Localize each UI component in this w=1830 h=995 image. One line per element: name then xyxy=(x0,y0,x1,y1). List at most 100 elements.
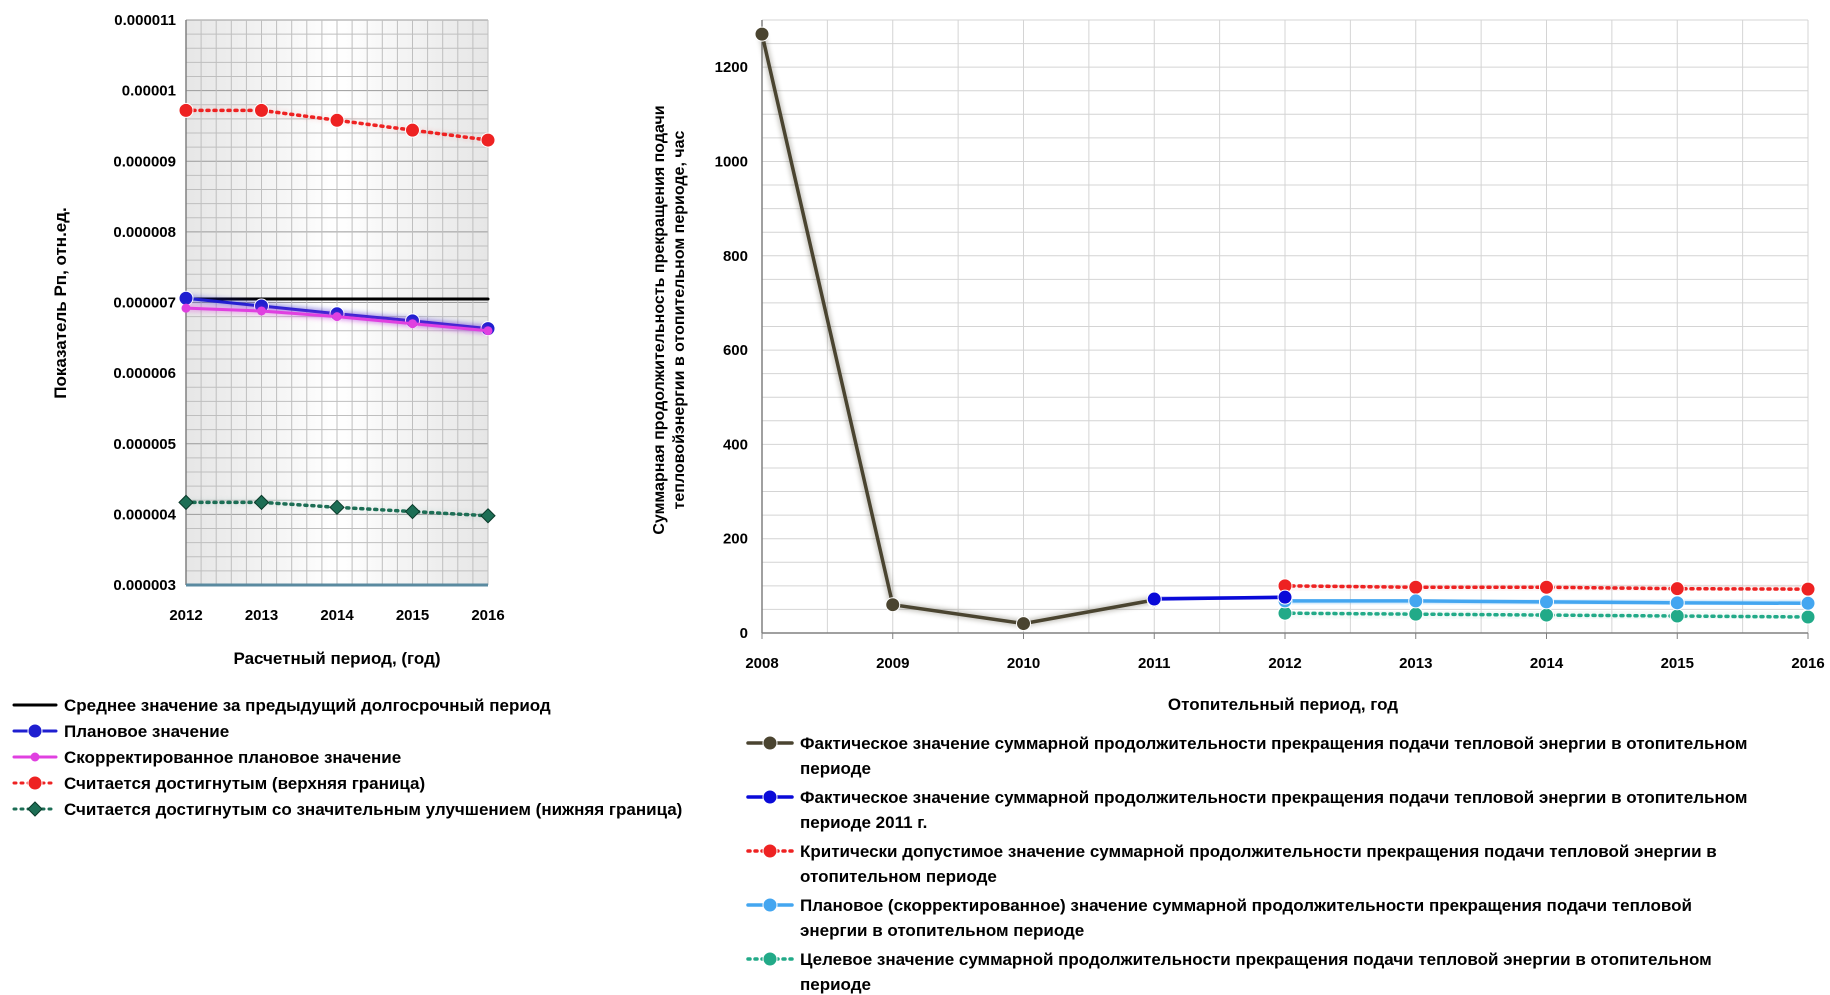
right-y-tick-label: 400 xyxy=(723,436,748,453)
left-x-tick-label: 2013 xyxy=(245,607,278,624)
right-series-point xyxy=(1016,616,1031,632)
right-y-tick-label: 200 xyxy=(723,531,748,548)
left-legend: Среднее значение за предыдущий долгосроч… xyxy=(12,696,682,819)
left-legend-label: Считается достигнутым (верхняя граница) xyxy=(64,774,425,793)
right-legend-label-line2: периоде xyxy=(800,975,871,994)
left-y-tick-label: 0.000004 xyxy=(113,506,176,523)
right-series-point xyxy=(1539,607,1554,623)
right-legend-label-line1: Плановое (скорректированное) значение су… xyxy=(800,896,1692,915)
right-x-tick-label: 2013 xyxy=(1399,655,1432,672)
right-series-point xyxy=(1800,595,1816,611)
right-y-axis-title-line1: Суммарная продолжительность прекращения … xyxy=(651,105,668,534)
right-legend-label-line1: Фактическое значение суммарной продолжит… xyxy=(800,734,1747,753)
right-legend-label-line2: периоде xyxy=(800,759,871,778)
right-legend-swatch-marker xyxy=(762,735,778,751)
right-x-tick-label: 2010 xyxy=(1007,655,1040,672)
right-legend-label-line2: периоде 2011 г. xyxy=(800,813,927,832)
right-series-point xyxy=(1408,593,1424,609)
left-legend-label: Скорректированное плановое значение xyxy=(64,748,401,767)
right-series-point xyxy=(885,597,901,613)
left-legend-label: Плановое значение xyxy=(64,722,229,741)
left-series-line xyxy=(184,108,490,142)
right-y-tick-label: 600 xyxy=(723,342,748,359)
left-series-point xyxy=(483,326,493,336)
left-y-tick-label: 0.000007 xyxy=(113,295,176,312)
right-grid xyxy=(762,19,1809,633)
right-legend-label-line1: Целевое значение суммарной продолжительн… xyxy=(800,950,1712,969)
right-x-tick-label: 2015 xyxy=(1661,655,1694,672)
left-chart: 0.000003 0.000004 0.000005 0.000006 0.000007… xyxy=(12,12,682,819)
left-y-tick-label: 0.000008 xyxy=(113,224,176,241)
right-series-point xyxy=(754,26,770,42)
right-x-axis-title: Отопительный период, год xyxy=(1168,695,1398,714)
right-series-point xyxy=(1669,608,1685,624)
left-x-tick-label: 2015 xyxy=(396,607,429,624)
left-series-point xyxy=(408,319,417,329)
left-series-point xyxy=(404,503,421,520)
left-x-tick-label: 2012 xyxy=(169,607,202,624)
left-y-tick-label: 0.00001 xyxy=(122,83,176,100)
left-y-tick-label: 0.000011 xyxy=(114,12,176,29)
left-legend-swatch-marker xyxy=(27,801,43,817)
right-series-point xyxy=(1800,581,1816,597)
right-x-tick-label: 2014 xyxy=(1530,655,1564,672)
left-series-point xyxy=(257,306,266,316)
left-series-point xyxy=(178,494,194,511)
left-y-tick-label: 0.000003 xyxy=(113,577,176,594)
left-series xyxy=(178,102,496,524)
right-series xyxy=(754,26,1816,632)
right-series-point xyxy=(1539,579,1554,595)
left-legend-swatch-marker xyxy=(27,723,43,739)
right-series-point xyxy=(1146,591,1162,607)
right-series-point xyxy=(1408,606,1424,622)
right-legend-label-line1: Фактическое значение суммарной продолжит… xyxy=(800,788,1747,807)
right-legend-swatch-marker xyxy=(762,951,778,967)
right-y-tick-label: 1000 xyxy=(715,153,748,170)
right-chart: 0 200 400 600 800 1000 1200 2008 2009 2010 2011 201… xyxy=(651,19,1825,994)
right-series-point xyxy=(1669,581,1685,597)
left-series-point xyxy=(480,132,496,148)
left-series-point xyxy=(178,102,194,118)
left-series-line xyxy=(184,500,490,518)
left-series-point xyxy=(181,303,191,313)
left-legend-label: Считается достигнутым со значительным ул… xyxy=(64,800,682,819)
left-y-tick-label: 0.000005 xyxy=(113,436,176,453)
right-legend: Фактическое значение суммарной продолжит… xyxy=(746,734,1747,994)
right-x-tick-label: 2016 xyxy=(1791,655,1824,672)
right-legend-label-line2: отопительном периоде xyxy=(800,867,997,886)
left-x-axis-title: Расчетный период, (год) xyxy=(233,649,440,668)
left-series-point xyxy=(480,508,496,524)
left-x-tick-label: 2016 xyxy=(471,607,504,624)
right-series-point xyxy=(1669,595,1685,611)
right-y-tick-label: 0 xyxy=(740,625,748,642)
left-legend-swatch-marker xyxy=(30,752,40,762)
left-x-tick-label: 2014 xyxy=(320,607,354,624)
right-legend-swatch-marker xyxy=(762,843,778,859)
left-axes: 0.000003 0.000004 0.000005 0.000006 0.000007… xyxy=(113,12,504,624)
right-series-line xyxy=(760,32,1156,626)
left-series-point xyxy=(329,112,345,128)
left-series-point xyxy=(253,494,270,511)
right-y-tick-label: 1200 xyxy=(715,59,748,76)
right-y-axis-title: Суммарная продолжительность прекращения … xyxy=(651,105,688,534)
right-y-axis-title-line2: тепловойэнергии в отопительном периоде, … xyxy=(671,130,688,509)
left-series-point xyxy=(405,122,420,138)
right-x-tick-label: 2008 xyxy=(745,655,778,672)
left-legend-swatch-marker xyxy=(27,775,43,791)
right-series-point xyxy=(1408,579,1424,595)
left-y-tick-label: 0.000006 xyxy=(113,365,176,382)
left-series-point xyxy=(178,290,194,306)
right-legend-swatch-marker xyxy=(762,897,778,913)
left-grid xyxy=(185,19,489,586)
right-series-point xyxy=(1277,589,1293,605)
right-series-point xyxy=(1800,609,1816,625)
right-series-line xyxy=(1152,595,1287,601)
right-series-point xyxy=(1539,594,1554,610)
right-x-tick-label: 2009 xyxy=(876,655,909,672)
left-series-point xyxy=(332,312,342,322)
right-legend-label-line1: Критически допустимое значение суммарной… xyxy=(800,842,1717,861)
right-y-tick-label: 800 xyxy=(723,248,748,265)
left-series-point xyxy=(254,102,269,118)
right-x-tick-label: 2011 xyxy=(1138,655,1171,672)
